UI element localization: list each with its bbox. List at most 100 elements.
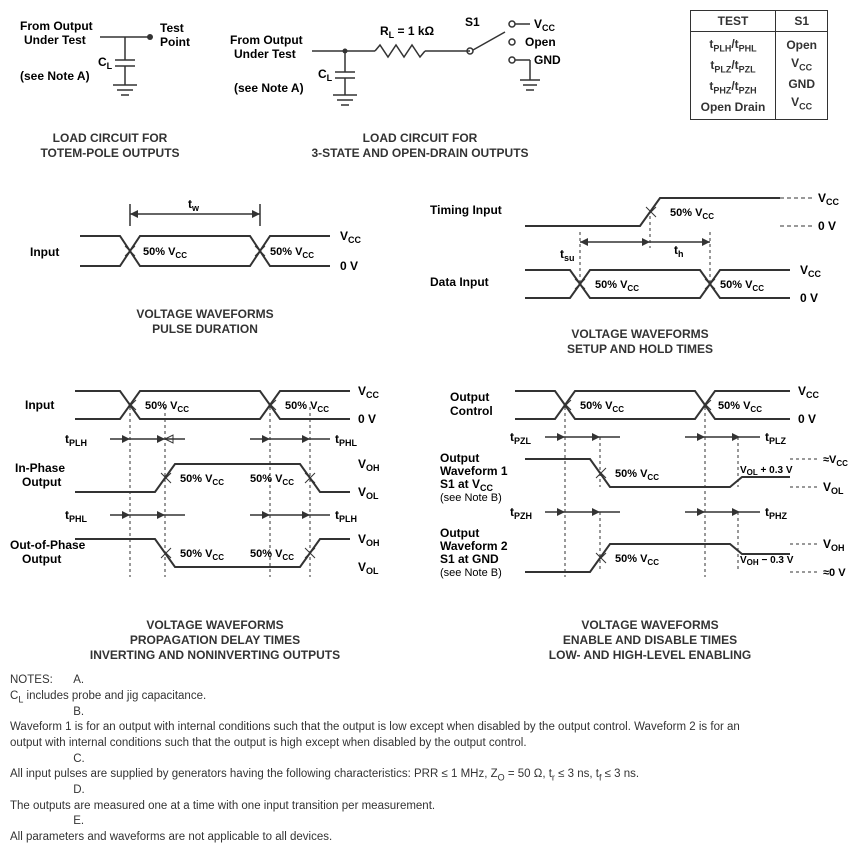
c1-from: From Output [20, 19, 93, 33]
svg-text:0 V: 0 V [798, 412, 816, 426]
svg-text:(see Note B): (see Note B) [440, 492, 502, 504]
svg-text:tPHL: tPHL [335, 432, 358, 448]
svg-text:S1 at GND: S1 at GND [440, 552, 499, 566]
svg-text:tPHL: tPHL [65, 508, 88, 524]
svg-text:VOL: VOL [358, 485, 379, 501]
svg-text:VCC: VCC [818, 191, 840, 207]
notes-label: NOTES: [10, 673, 70, 689]
svg-text:50% VCC: 50% VCC [250, 548, 294, 562]
c1-under: Under Test [24, 33, 86, 47]
svg-text:VOL: VOL [358, 560, 379, 576]
circuit1-svg: From Output Under Test Test Point CL (se… [10, 10, 210, 120]
svg-text:Output: Output [440, 451, 479, 465]
c1-tp2: Point [160, 35, 190, 49]
svg-text:50% VCC: 50% VCC [670, 207, 714, 221]
test-table-wrap: TEST S1 tPLH/tPHL tPLZ/tPZL tPHZ/tPZH Op… [690, 10, 828, 120]
note-d: D. [73, 783, 95, 799]
svg-text:50% VCC: 50% VCC [270, 246, 314, 260]
notes: NOTES: A. CL includes probe and jig capa… [10, 673, 828, 846]
note-a: A. [73, 673, 95, 689]
svg-text:50% VCC: 50% VCC [180, 548, 224, 562]
svg-text:VCC: VCC [800, 263, 822, 279]
note-e: E. [73, 814, 95, 830]
svg-text:50% VCC: 50% VCC [718, 400, 762, 414]
svg-text:50% VCC: 50% VCC [615, 468, 659, 482]
svg-text:Output: Output [440, 526, 479, 540]
svg-text:Control: Control [450, 404, 493, 418]
svg-text:Output: Output [450, 390, 489, 404]
c2-vccsub: CC [542, 23, 555, 33]
svg-text:0 V: 0 V [818, 219, 836, 233]
c2-under: Under Test [234, 47, 296, 61]
mid-row: tw Input 50% VCC 50% VCC VCC 0 V VOLTAGE… [10, 186, 828, 357]
c1-cap: LOAD CIRCUIT FOR TOTEM-POLE OUTPUTS [10, 131, 210, 161]
note-d-text: The outputs are measured one at a time w… [10, 799, 750, 815]
c2-clsub: L [327, 73, 333, 83]
w1-cap: VOLTAGE WAVEFORMSPULSE DURATION [10, 307, 400, 337]
circuit-3state: From Output Under Test RL = 1 kΩ S1 VCC … [230, 10, 610, 161]
c2-open: Open [525, 35, 556, 49]
svg-text:Output: Output [22, 475, 61, 489]
c2-note: (see Note A) [234, 81, 304, 95]
svg-text:S1 at VCC: S1 at VCC [440, 477, 494, 493]
svg-text:tPHZ: tPHZ [765, 505, 788, 521]
svg-text:VOH: VOH [358, 532, 380, 548]
wave4-svg: Output Control 50% VCC 50% VCC VCC 0 V t… [440, 377, 858, 607]
c1-clsub: L [107, 61, 113, 71]
c1-cap1: LOAD CIRCUIT FOR [53, 131, 168, 145]
svg-text:50% VCC: 50% VCC [615, 553, 659, 567]
svg-text:0 V: 0 V [800, 291, 818, 305]
w2-cap: VOLTAGE WAVEFORMSSETUP AND HOLD TIMES [430, 327, 850, 357]
c2-cap: LOAD CIRCUIT FOR 3-STATE AND OPEN-DRAIN … [230, 131, 610, 161]
svg-text:VOH − 0.3 V: VOH − 0.3 V [740, 555, 794, 567]
c1-note: (see Note A) [20, 69, 90, 83]
svg-text:Input: Input [25, 398, 54, 412]
svg-text:Out-of-Phase: Out-of-Phase [10, 538, 86, 552]
svg-text:VCC: VCC [534, 17, 556, 33]
w1-zero: 0 V [340, 259, 358, 273]
th-test: TEST [690, 11, 776, 32]
wave2-svg: Timing Input 50% VCC VCC 0 V tsu th Data… [430, 186, 850, 316]
circuit-totem-pole: From Output Under Test Test Point CL (se… [10, 10, 210, 161]
note-c: C. [73, 752, 95, 768]
c2-rl: R [380, 24, 389, 38]
wave-pulse: tw Input 50% VCC 50% VCC VCC 0 V VOLTAGE… [10, 186, 400, 357]
circuit2-svg: From Output Under Test RL = 1 kΩ S1 VCC … [230, 10, 610, 120]
td-s1: Open VCC GND VCC [776, 32, 828, 120]
svg-text:≈VCC: ≈VCC [823, 454, 848, 468]
note-b: B. [73, 705, 95, 721]
svg-text:Output: Output [22, 552, 61, 566]
top-row: From Output Under Test Test Point CL (se… [10, 10, 828, 161]
test-table: TEST S1 tPLH/tPHL tPLZ/tPZL tPHZ/tPZH Op… [690, 10, 828, 120]
svg-text:50% VCC: 50% VCC [720, 279, 764, 293]
svg-text:50% VCC: 50% VCC [143, 246, 187, 260]
wave-setup-hold: Timing Input 50% VCC VCC 0 V tsu th Data… [430, 186, 850, 357]
c2-from: From Output [230, 33, 303, 47]
c1-cl: C [98, 55, 107, 69]
svg-text:50% VCC: 50% VCC [180, 473, 224, 487]
bottom-row: Input 50% VCC 50% VCC VCC 0 V tPLH tPHL … [10, 377, 828, 663]
svg-text:VOH: VOH [823, 537, 845, 553]
svg-text:0 V: 0 V [358, 412, 376, 426]
w1-input: Input [30, 245, 59, 259]
svg-text:CL: CL [98, 55, 113, 71]
svg-text:Waveform 1: Waveform 1 [440, 464, 508, 478]
svg-text:VOH: VOH [358, 457, 380, 473]
svg-text:50% VCC: 50% VCC [145, 400, 189, 414]
svg-text:tPZL: tPZL [510, 430, 532, 446]
note-a-text: CL includes probe and jig capacitance. [10, 689, 750, 705]
svg-text:VCC: VCC [340, 229, 362, 245]
c2-gnd: GND [534, 53, 561, 67]
svg-text:CL: CL [318, 67, 333, 83]
svg-text:tPLH: tPLH [335, 508, 357, 524]
wave1-svg: tw Input 50% VCC 50% VCC VCC 0 V [10, 186, 400, 296]
wave3-svg: Input 50% VCC 50% VCC VCC 0 V tPLH tPHL … [10, 377, 420, 607]
svg-text:tsu: tsu [560, 247, 575, 263]
svg-text:tw: tw [188, 197, 200, 213]
svg-text:In-Phase: In-Phase [15, 461, 65, 475]
svg-text:tPLH: tPLH [65, 432, 87, 448]
th-s1: S1 [776, 11, 828, 32]
svg-text:VOL: VOL [823, 480, 844, 496]
svg-text:VCC: VCC [798, 384, 820, 400]
c2-cl: C [318, 67, 327, 81]
